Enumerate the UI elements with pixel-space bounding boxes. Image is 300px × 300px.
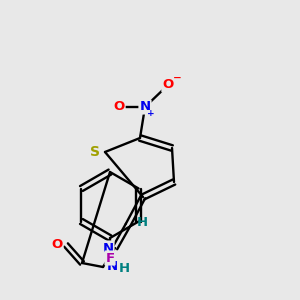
Text: O: O bbox=[162, 79, 174, 92]
Text: N: N bbox=[140, 100, 151, 113]
Text: N: N bbox=[102, 242, 114, 254]
Text: +: + bbox=[147, 110, 155, 118]
Text: O: O bbox=[51, 238, 63, 251]
Text: S: S bbox=[90, 145, 100, 159]
Text: N: N bbox=[106, 260, 118, 274]
Text: −: − bbox=[172, 73, 182, 83]
Text: H: H bbox=[118, 262, 130, 275]
Text: F: F bbox=[105, 251, 115, 265]
Text: H: H bbox=[136, 217, 148, 230]
Text: O: O bbox=[113, 100, 124, 113]
